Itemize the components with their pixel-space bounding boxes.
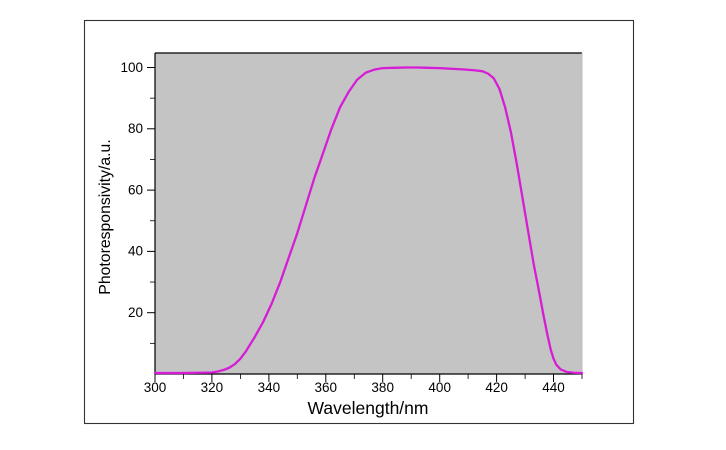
svg-text:420: 420: [485, 380, 508, 395]
svg-text:Wavelength/nm: Wavelength/nm: [308, 398, 429, 418]
svg-text:360: 360: [315, 380, 338, 395]
svg-text:300: 300: [144, 380, 167, 395]
svg-text:80: 80: [128, 121, 143, 136]
svg-text:440: 440: [542, 380, 565, 395]
svg-text:340: 340: [258, 380, 281, 395]
svg-text:Photoresponsivity/a.u.: Photoresponsivity/a.u.: [97, 139, 114, 294]
svg-text:100: 100: [120, 60, 143, 75]
svg-text:40: 40: [128, 244, 143, 259]
svg-text:380: 380: [371, 380, 394, 395]
svg-text:400: 400: [428, 380, 451, 395]
svg-text:320: 320: [201, 380, 224, 395]
svg-text:20: 20: [128, 305, 143, 320]
svg-text:60: 60: [128, 182, 143, 197]
